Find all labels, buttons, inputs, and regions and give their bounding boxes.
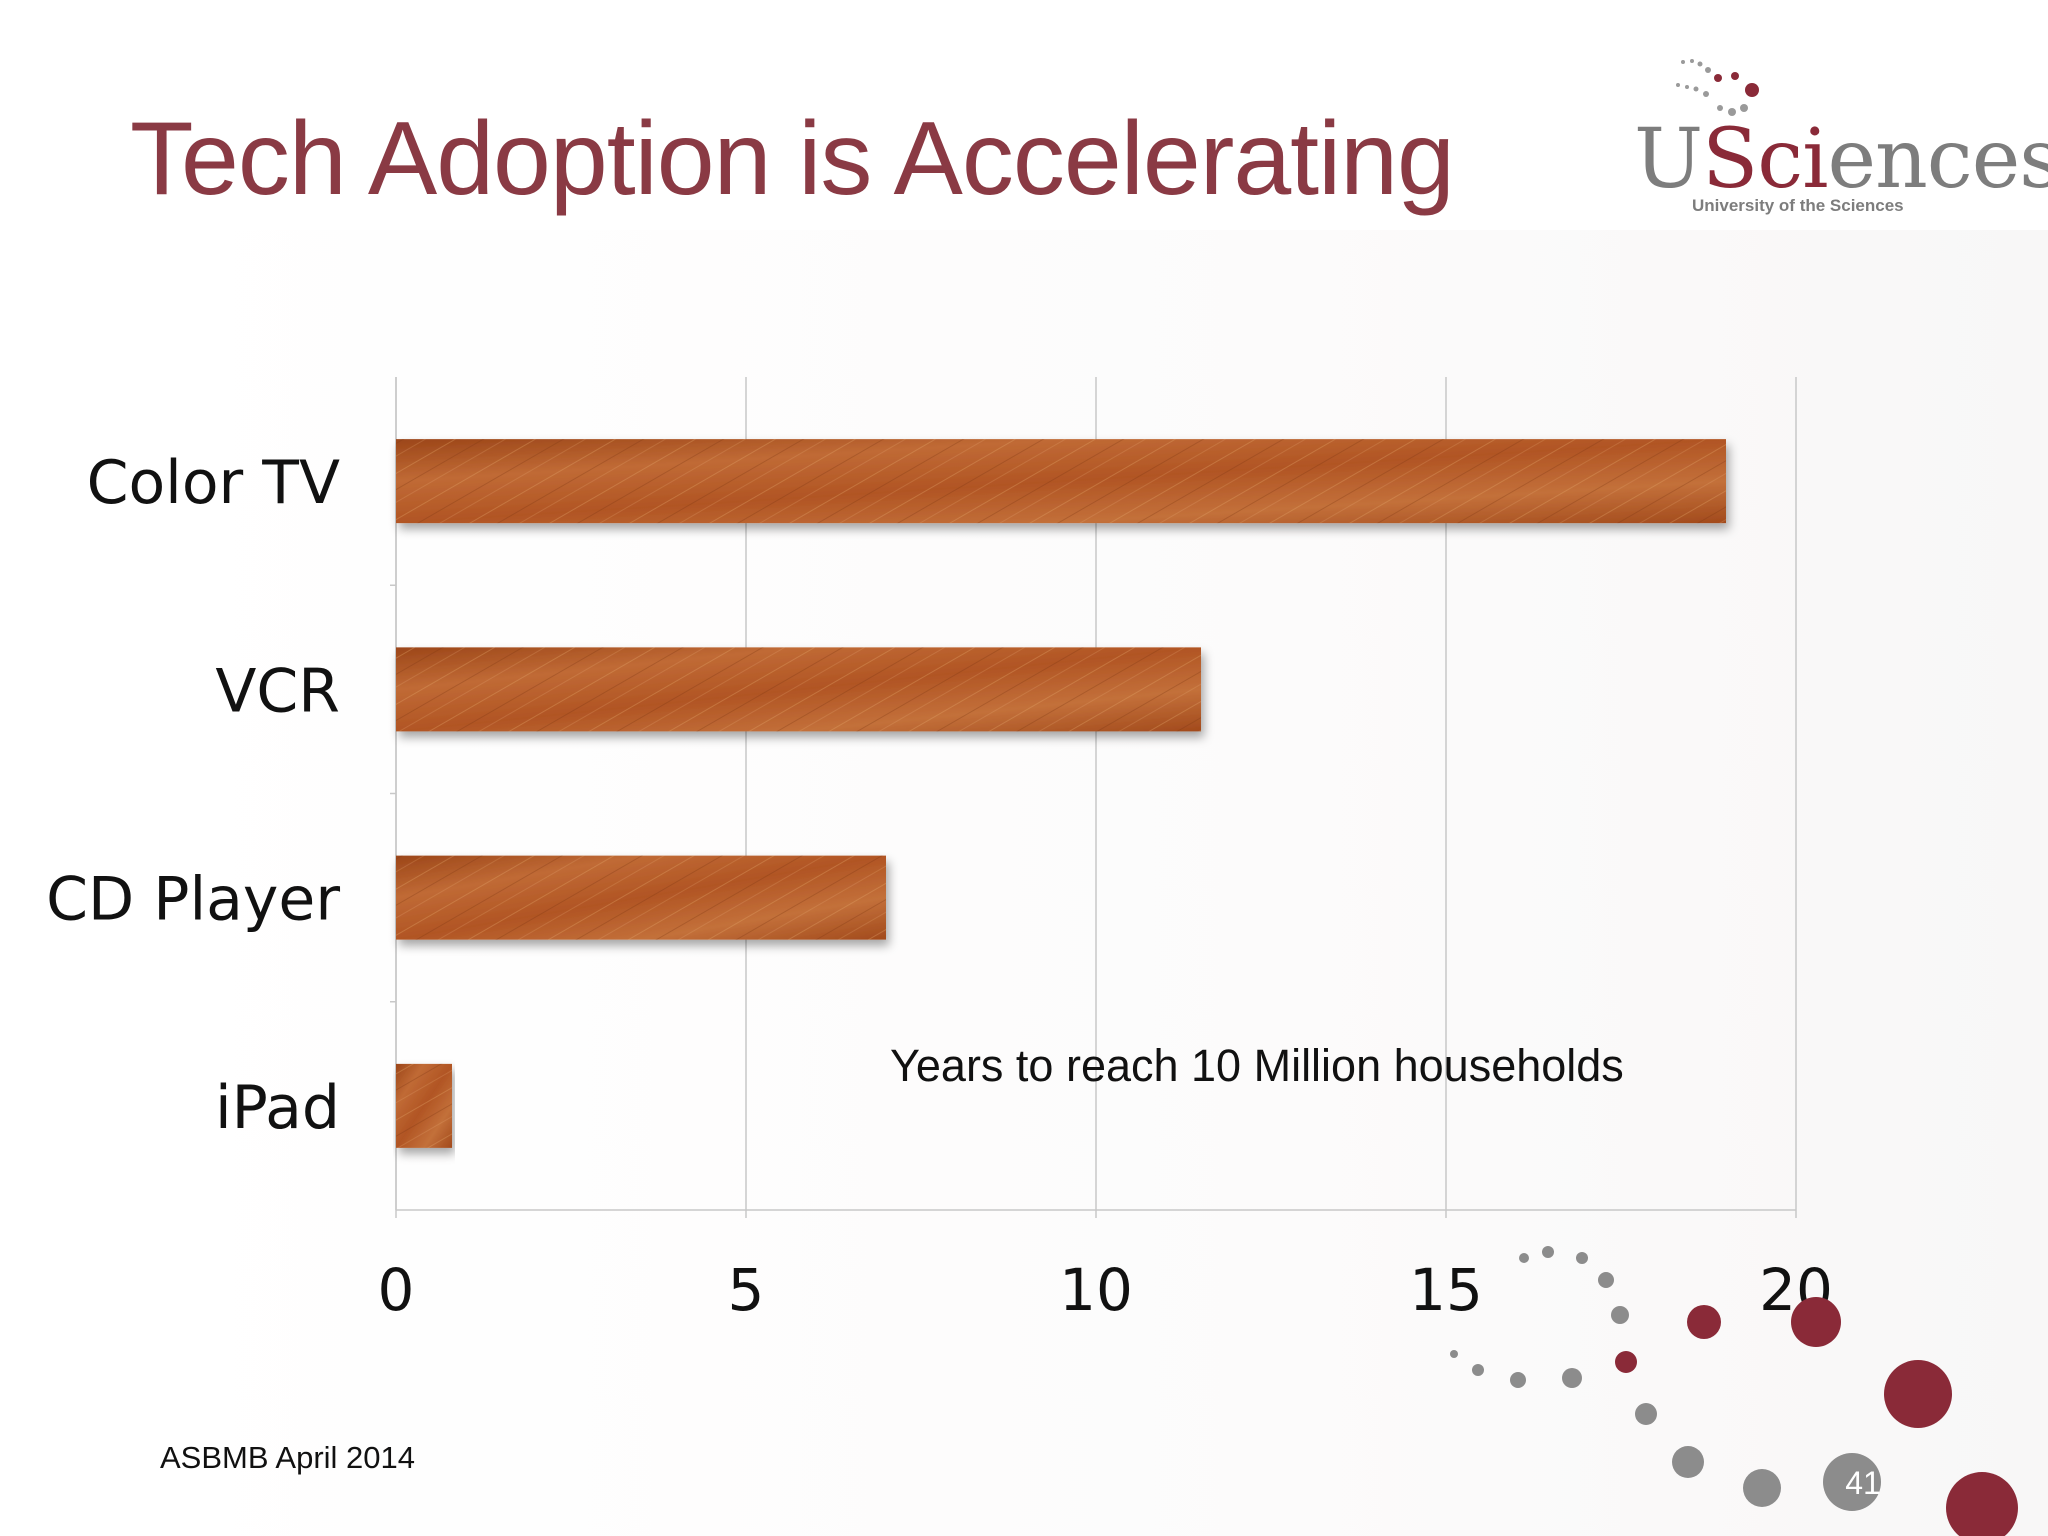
bar-texture bbox=[396, 647, 1201, 732]
x-tick-label: 5 bbox=[728, 1256, 765, 1324]
chart-annotation: Years to reach 10 Million households bbox=[890, 1040, 1624, 1091]
category-labels: Color TV VCR CD Player iPad bbox=[46, 448, 340, 1143]
x-tick-label: 10 bbox=[1059, 1256, 1133, 1324]
category-label: CD Player bbox=[46, 865, 340, 935]
footer-text: ASBMB April 2014 bbox=[160, 1440, 416, 1475]
category-label: Color TV bbox=[87, 448, 340, 518]
bar-texture bbox=[396, 1063, 452, 1148]
usciences-logo: USciences University of the Sciences bbox=[1620, 50, 2048, 230]
x-tick-labels: 0 5 10 15 20 bbox=[378, 1256, 1833, 1324]
page-number: 41 bbox=[1845, 1465, 1881, 1501]
bars bbox=[396, 439, 1726, 1148]
x-tick-label: 0 bbox=[378, 1256, 415, 1324]
slide-title: Tech Adoption is Accelerating bbox=[130, 101, 1455, 217]
logo-wordmark-accent: Sci bbox=[1702, 112, 1828, 207]
logo-wordmark-suffix: ences bbox=[1827, 112, 2048, 207]
logo-dots-icon bbox=[1676, 59, 1759, 116]
category-label: iPad bbox=[215, 1073, 340, 1143]
bar-texture bbox=[396, 855, 886, 940]
x-tick-label: 15 bbox=[1409, 1256, 1483, 1324]
category-label: VCR bbox=[215, 656, 340, 726]
decorative-dots-icon bbox=[1450, 1246, 2018, 1536]
logo-wordmark: USciences bbox=[1634, 112, 2048, 207]
logo-subtitle: University of the Sciences bbox=[1692, 196, 1904, 215]
bar-texture bbox=[396, 439, 1726, 524]
logo-wordmark-prefix: U bbox=[1634, 112, 1703, 207]
